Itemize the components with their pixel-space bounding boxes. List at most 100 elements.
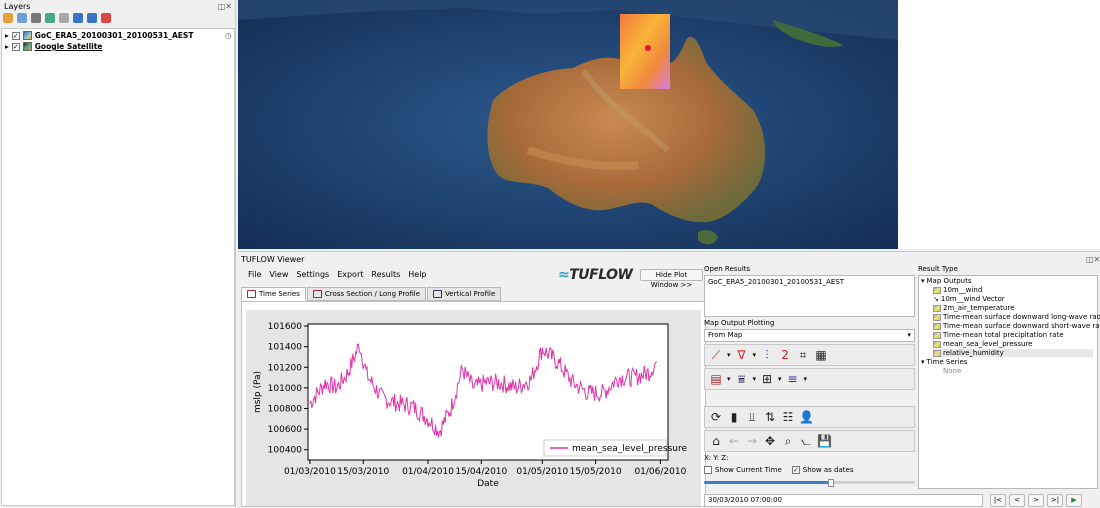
result-type-tree[interactable]: ▾ Map Outputs 10m__wind ↘ 10m__wind Vector… xyxy=(918,275,1100,489)
vector-result-icon: ↘ xyxy=(933,295,939,303)
cross-section-icon xyxy=(312,290,322,298)
sort-icon[interactable]: ⇅ xyxy=(764,410,776,424)
expand-arrow-icon[interactable]: ▾ xyxy=(921,277,925,285)
open-result-item[interactable]: GoC_ERA5_20100301_20100531_AEST xyxy=(708,278,845,286)
tuflow-viewer-panel: TUFLOW Viewer ◫✕ File View Settings Expo… xyxy=(238,251,1100,508)
filter-icon[interactable] xyxy=(45,13,55,23)
result-item-mslp[interactable]: mean_sea_level_pressure xyxy=(933,340,1032,348)
plot-nav-row: ⌂ ← → ✥ ⌕ ⦦ 💾 xyxy=(704,430,915,452)
visibility-icon[interactable] xyxy=(31,13,41,23)
show-current-time-checkbox[interactable] xyxy=(704,466,712,474)
selected-point-marker xyxy=(645,45,651,51)
tuflow-viewer-title: TUFLOW Viewer xyxy=(241,255,305,264)
map-canvas[interactable] xyxy=(238,0,898,249)
zoom-icon[interactable]: ⌕ xyxy=(784,434,792,448)
next-timestep-button[interactable]: > xyxy=(1028,494,1044,507)
layer-checkbox[interactable]: ✓ xyxy=(11,42,20,51)
time-series-group[interactable]: ▾ Time Series xyxy=(921,358,968,366)
collapse-all-icon[interactable] xyxy=(87,13,97,23)
raster-layer-icon xyxy=(22,42,32,51)
previous-timestep-button[interactable]: < xyxy=(1009,494,1025,507)
tab-vertical-profile[interactable]: Vertical Profile xyxy=(427,287,502,301)
time-slider-handle[interactable] xyxy=(827,479,834,487)
x-tick-label: 15/03/2010 xyxy=(337,467,389,477)
result-item-10m-wind-vector[interactable]: ↘ 10m__wind Vector xyxy=(933,295,1005,303)
remove-layer-icon[interactable] xyxy=(101,13,111,23)
plot-source-dropdown[interactable]: From Map ▾ xyxy=(704,329,915,342)
y-tick-label: 100400 xyxy=(268,446,303,456)
home-icon[interactable]: ⌂ xyxy=(712,434,720,448)
menu-help[interactable]: Help xyxy=(408,270,427,279)
style-manager-icon[interactable] xyxy=(3,13,13,23)
result-item-shortwave-radiation[interactable]: Time-mean surface downward short-wave ra… xyxy=(933,322,1100,330)
mesh-tool-icon[interactable]: ⊞ xyxy=(762,372,773,386)
scalar-result-icon xyxy=(933,286,941,294)
layers-panel: Layers ◫✕ ▸ ✓ GoC_ERA5_20100301_20100531… xyxy=(0,0,236,508)
play-button[interactable]: ▶ xyxy=(1066,494,1082,507)
menu-export[interactable]: Export xyxy=(337,270,364,279)
refresh-icon[interactable]: ⟳ xyxy=(710,410,722,424)
x-axis-label: Date xyxy=(477,479,499,489)
result-item-air-temperature[interactable]: 2m_air_temperature xyxy=(933,304,1014,312)
user-icon[interactable]: 👤 xyxy=(799,410,814,424)
scalar-result-icon xyxy=(933,313,941,321)
show-as-dates-checkbox[interactable]: ✓ xyxy=(791,466,800,474)
mslp-series-line xyxy=(309,343,657,438)
tab-cross-section[interactable]: Cross Section / Long Profile xyxy=(306,287,427,301)
tab-time-series[interactable]: Time Series xyxy=(241,287,306,301)
flux-line-icon[interactable]: ⫶ xyxy=(765,348,769,362)
structure-icon[interactable]: ⫫ xyxy=(748,410,756,424)
save-icon[interactable]: 💾 xyxy=(817,434,832,448)
menu-view[interactable]: View xyxy=(269,270,289,279)
show-as-dates-option[interactable]: ✓ Show as dates xyxy=(791,466,854,474)
layers-stack-icon[interactable]: ≡ xyxy=(787,372,798,386)
add-group-icon[interactable] xyxy=(17,13,27,23)
list-options-icon[interactable]: ☷ xyxy=(782,410,794,424)
panel-close-icon[interactable]: ◫✕ xyxy=(217,2,232,11)
long-plot-icon[interactable]: ⩸ xyxy=(737,372,746,386)
table-icon[interactable]: ▦ xyxy=(815,348,827,362)
panel-close-icon[interactable]: ◫✕ xyxy=(1086,255,1100,264)
last-timestep-button[interactable]: >| xyxy=(1047,494,1063,507)
menu-results[interactable]: Results xyxy=(371,270,401,279)
clock-icon: ◷ xyxy=(225,31,232,40)
vertical-profile-tool-icon[interactable]: ▤ xyxy=(710,372,722,386)
expand-arrow-icon[interactable]: ▸ xyxy=(5,42,9,51)
x-tick-label: 15/05/2010 xyxy=(570,467,622,477)
x-tick-label: 01/05/2010 xyxy=(516,467,568,477)
layer-checkbox[interactable]: ✓ xyxy=(11,31,20,40)
time-series-chart[interactable]: 100400 100600 100800 101000 101200 101400 1016… xyxy=(246,310,701,506)
y-tick-label: 101200 xyxy=(268,363,303,373)
first-timestep-button[interactable]: |< xyxy=(990,494,1006,507)
hide-plot-window-button[interactable]: Hide Plot Window >> xyxy=(640,269,703,289)
result-item-10m-wind[interactable]: 10m__wind xyxy=(933,286,982,294)
plot-tools-row: ⟋ ▾ ∇ ▾ ⫶ 2 ⌗ ▦ xyxy=(704,344,915,366)
scalar-result-icon xyxy=(933,331,941,339)
draw-line-icon[interactable]: ⌗ xyxy=(799,348,807,362)
filter-legend-icon[interactable] xyxy=(59,13,69,23)
time-series-plot-icon[interactable]: ⟋ xyxy=(711,348,721,362)
time-slider[interactable] xyxy=(704,479,915,487)
pan-icon[interactable]: ✥ xyxy=(764,434,776,448)
chart-settings-icon[interactable]: ⦦ xyxy=(801,434,811,448)
layer-row-satellite[interactable]: ▸ ✓ Google Satellite xyxy=(5,41,102,52)
forward-arrow-icon[interactable]: → xyxy=(746,434,758,448)
document-icon[interactable]: ▮ xyxy=(730,410,738,424)
layer-row-mesh[interactable]: ▸ ✓ GoC_ERA5_20100301_20100531_AEST ◷ xyxy=(5,30,232,41)
plot-background: 100400 100600 100800 101000 101200 101400 1016… xyxy=(246,310,701,506)
result-item-precipitation[interactable]: Time-mean total precipitation rate xyxy=(933,331,1064,339)
menu-settings[interactable]: Settings xyxy=(296,270,330,279)
current-time-field[interactable]: 30/03/2010 07:00:00 xyxy=(704,494,983,507)
result-item-relative-humidity[interactable]: relative_humidity xyxy=(933,349,1093,357)
map-outputs-group[interactable]: ▾ Map Outputs xyxy=(921,277,972,285)
show-current-time-option[interactable]: Show Current Time xyxy=(704,466,782,474)
back-arrow-icon[interactable]: ← xyxy=(728,434,740,448)
expand-arrow-icon[interactable]: ▸ xyxy=(5,31,9,40)
menu-file[interactable]: File xyxy=(248,270,262,279)
curtain-plot-icon[interactable]: 2 xyxy=(781,348,789,362)
result-item-longwave-radiation[interactable]: Time-mean surface downward long-wave rad… xyxy=(933,313,1100,321)
expand-all-icon[interactable] xyxy=(73,13,83,23)
cross-section-plot-icon[interactable]: ∇ xyxy=(737,348,746,362)
open-results-list[interactable]: GoC_ERA5_20100301_20100531_AEST xyxy=(704,275,915,317)
expand-arrow-icon[interactable]: ▾ xyxy=(921,358,925,366)
